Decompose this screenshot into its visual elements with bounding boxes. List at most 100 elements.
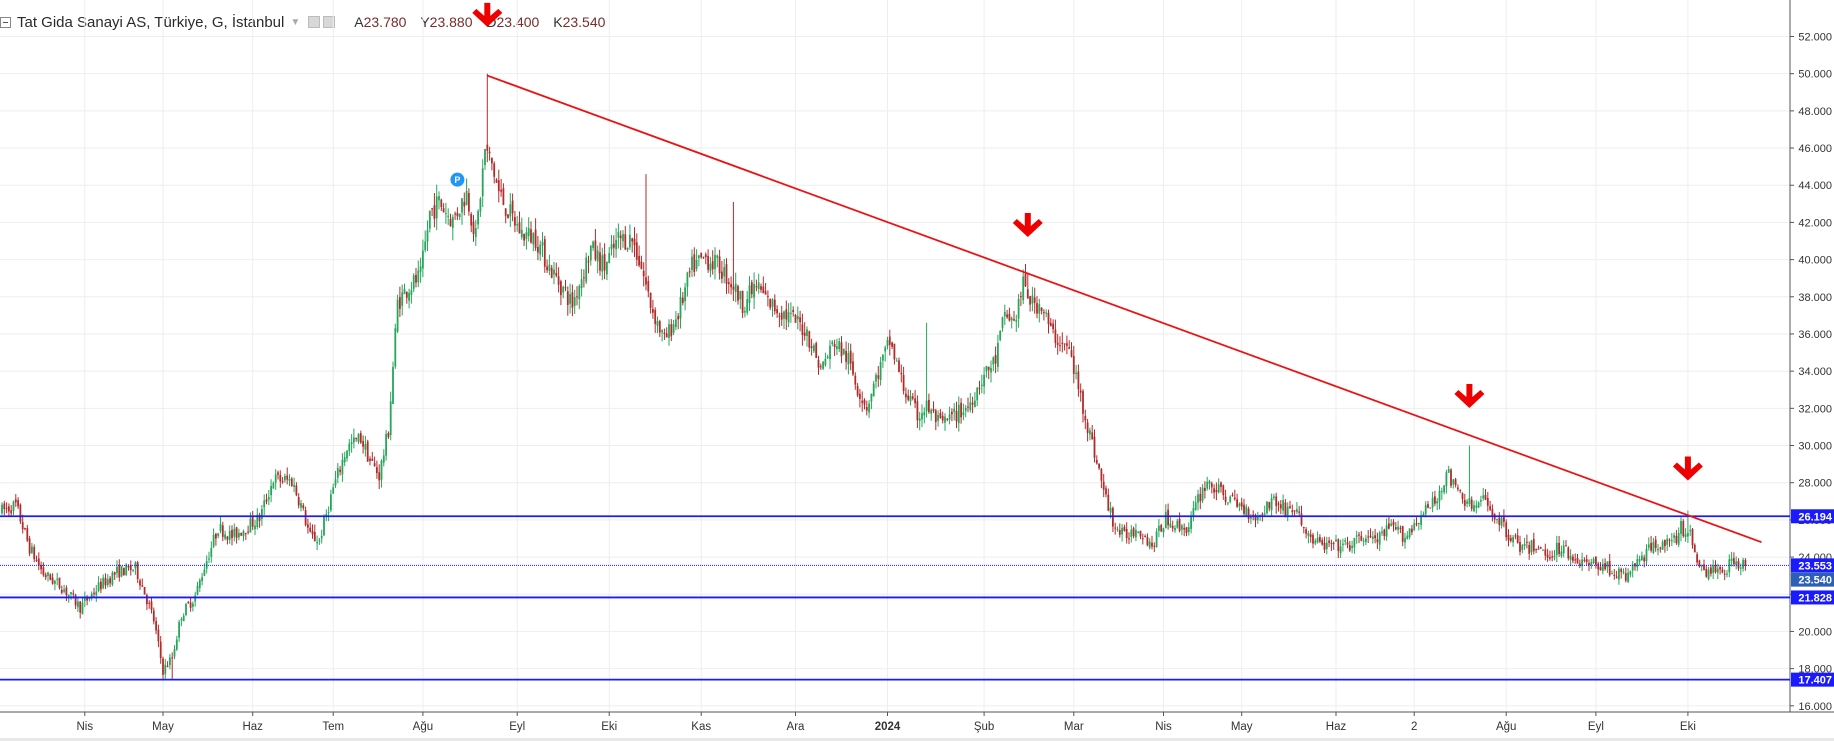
candle-body [376,467,378,473]
candle-body [688,271,691,273]
candle-body [100,581,102,590]
candle-body [640,261,643,269]
candle-body [955,411,958,422]
candle-body [1514,535,1517,537]
chevron-down-icon[interactable]: ▼ [290,16,301,28]
candle-body [1482,495,1485,499]
marker-icon[interactable] [450,172,465,187]
candle-body [589,245,592,261]
candle-body [1227,502,1229,504]
candle-body [810,346,813,349]
candle-body [962,412,965,416]
candle-body [362,441,364,447]
candle-body [1413,523,1416,530]
trendline[interactable] [486,74,1762,544]
candle-body [1521,545,1524,550]
candle-body [123,568,125,576]
candle-body [228,530,231,540]
candle-body [1537,548,1540,550]
candle-body [603,253,606,271]
candle-body [1238,503,1241,507]
candle-body [474,228,477,237]
candle-body [1645,548,1648,562]
candle-body [783,311,785,319]
candle-body [470,214,473,226]
down-arrow-icon [1454,384,1485,409]
candle-body [341,459,344,475]
candle-body [1454,479,1457,486]
candle-body [1047,312,1050,325]
candle-body [378,472,381,481]
candle-body [1158,525,1160,531]
candle-body [1337,539,1340,552]
candle-body [1459,489,1462,491]
candle-body [1109,507,1112,513]
candle-body [944,416,946,423]
candle-body [792,309,795,313]
close-icon[interactable] [323,16,336,28]
candle-body [721,271,723,279]
candle-body [532,233,535,245]
candle-body [1358,534,1360,536]
candle-body [932,408,935,411]
candle-body [272,483,275,489]
candle-body [543,239,546,267]
candle-body [274,474,277,483]
open-label: A [354,14,364,30]
candle-body [898,360,900,373]
candle-body [136,562,139,579]
candle-body [541,242,544,246]
candle-body [1585,559,1588,562]
candle-body [1381,531,1383,534]
collapse-legend-button[interactable] [0,16,11,28]
candle-body [212,534,215,547]
candle-body [1263,513,1266,515]
y-tick-label: 46.000 [1798,143,1832,155]
candle-body [14,499,17,503]
candle-body [458,213,461,218]
candle-body [1620,569,1623,573]
candle-body [185,603,187,615]
candle-body [661,330,663,333]
candle-body [454,213,456,215]
candle-body [1496,519,1498,521]
candle-body [382,455,385,463]
candle-body [953,408,956,412]
x-tick-label: May [1231,721,1253,733]
candle-body [601,255,604,272]
candle-body [960,402,962,418]
candle-body [1535,549,1537,551]
high-label: Y [420,14,430,30]
candle-body [861,400,864,403]
candle-body [700,252,703,258]
candle-body [1123,526,1126,531]
candle-body [1277,503,1280,505]
candle-body [139,580,141,586]
candle-body [796,316,799,320]
down-arrow-icon [472,2,503,27]
candle-body [465,190,468,205]
candle-body [744,311,746,313]
candle-body [739,290,742,300]
candle-body [449,218,452,227]
candle-body [990,367,992,373]
symbol-title[interactable]: Tat Gida Sanayi AS, Türkiye, G, İstanbul [17,13,285,31]
x-tick-label: Nis [1155,721,1172,733]
candle-body [37,558,40,566]
candle-body [1606,561,1609,568]
candle-body [1378,532,1381,545]
candle-body [373,463,376,467]
candle-body [1231,494,1234,496]
candle-body [495,179,498,183]
settings-icon[interactable] [308,16,321,28]
candle-body [794,314,797,323]
candle-body [431,208,433,210]
x-tick-label: Ağu [1496,721,1516,733]
candle-body [1489,506,1491,510]
candle-body [141,585,144,587]
candle-body [1171,525,1174,529]
candle-body [1266,501,1268,514]
candle-body [1367,536,1370,538]
candle-body [1049,322,1052,327]
